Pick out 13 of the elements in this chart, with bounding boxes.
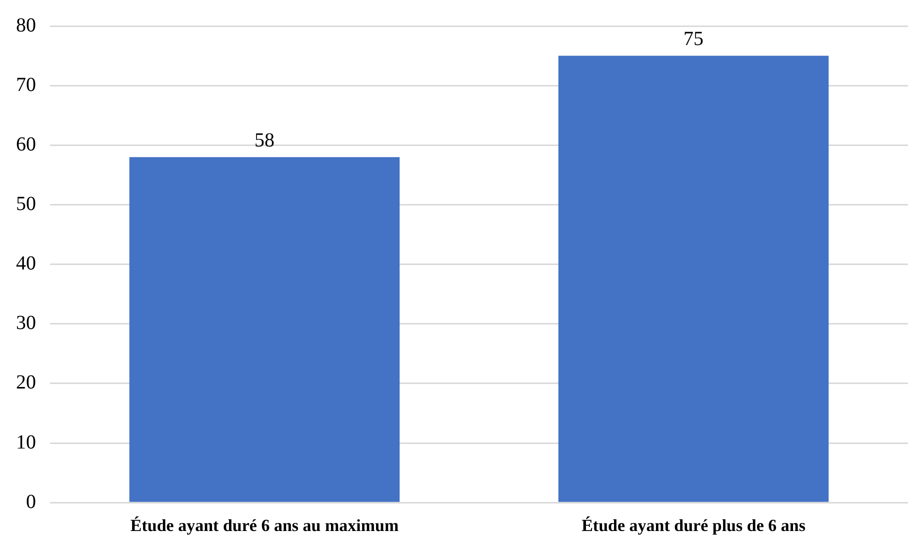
data-label: 75 xyxy=(684,28,704,50)
y-tick-label: 50 xyxy=(16,192,36,215)
y-tick-label: 10 xyxy=(16,431,36,454)
y-tick-label: 80 xyxy=(16,14,36,36)
x-tick-label: Étude ayant duré plus de 6 ans xyxy=(582,516,806,536)
y-tick-label: 20 xyxy=(16,372,36,394)
data-label: 58 xyxy=(254,129,274,152)
y-tick-label: 40 xyxy=(16,252,36,275)
y-tick-label: 60 xyxy=(16,133,36,156)
y-tick-label: 30 xyxy=(16,312,36,334)
y-tick-label: 0 xyxy=(26,490,36,513)
x-tick-label: Étude ayant duré 6 ans au maximum xyxy=(130,516,399,536)
y-tick-label: 70 xyxy=(16,74,36,96)
